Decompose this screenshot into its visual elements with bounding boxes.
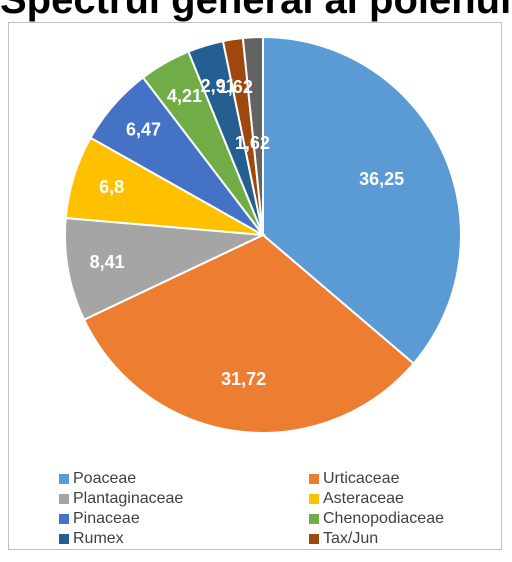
- legend-swatch: [59, 494, 69, 504]
- legend-label: Tax/Jun: [323, 530, 379, 547]
- data-label: 6,8: [99, 177, 124, 197]
- legend-swatch: [309, 474, 319, 484]
- legend-label: Rumex: [73, 530, 124, 547]
- data-label: 1,62: [218, 77, 253, 97]
- legend-item: Plantaginaceae: [59, 488, 183, 510]
- legend-item: Asteraceae: [309, 488, 404, 510]
- legend-item: Chenopodiaceae: [309, 508, 444, 530]
- data-label: 1,62: [235, 133, 270, 153]
- pie-slice-urticaceae: [82, 233, 416, 434]
- legend-swatch: [309, 494, 319, 504]
- data-label: 8,41: [90, 252, 125, 272]
- legend-item: Poaceae: [59, 468, 136, 490]
- legend-item: Urticaceae: [309, 468, 399, 490]
- data-label: 2,91: [201, 76, 236, 96]
- chart-title: Spectrul general al polenului: [0, 0, 512, 22]
- pie-slice-poaceae: [262, 35, 462, 365]
- data-label: 31,72: [221, 369, 266, 389]
- title-area: Spectrul general al polenului: [0, 0, 512, 24]
- legend-label: Plantaginaceae: [73, 490, 184, 507]
- legend-swatch: [59, 474, 69, 484]
- legend-label: Urticaceae: [323, 470, 400, 487]
- pie-slices: [64, 35, 462, 434]
- legend-item: Tax/Jun: [309, 528, 378, 550]
- legend-label: Pinaceae: [73, 510, 140, 527]
- legend-item: Pinaceae: [59, 508, 140, 530]
- legend-label: Poaceae: [73, 470, 137, 487]
- legend-swatch: [59, 534, 69, 544]
- legend-swatch: [309, 534, 319, 544]
- pie-slice-other: [241, 35, 264, 236]
- data-label: 4,21: [167, 86, 202, 106]
- legend-label: Chenopodiaceae: [323, 510, 444, 527]
- legend-swatch: [59, 514, 69, 524]
- pie-slice-plantaginaceae: [64, 216, 267, 322]
- data-label: 6,47: [126, 120, 161, 140]
- legend-swatch: [309, 514, 319, 524]
- legend-item: Rumex: [59, 528, 124, 550]
- data-label: 36,25: [359, 169, 404, 189]
- legend-label: Asteraceae: [323, 490, 404, 507]
- chart-area: 36,25 31,72 8,41 6,8 6,47 4,21 2,91 1,62 1,62 Po…: [8, 22, 502, 550]
